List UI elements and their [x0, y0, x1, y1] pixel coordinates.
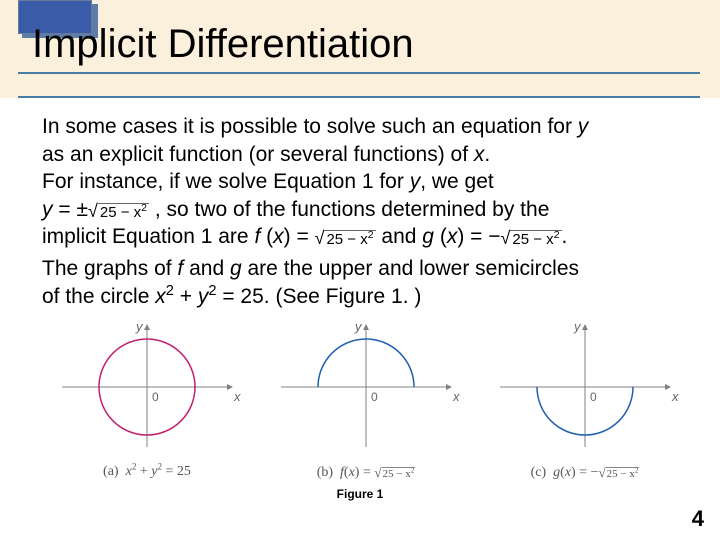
- text: +: [174, 285, 198, 308]
- fig-tag: (a): [103, 464, 119, 479]
- x-axis-label: x: [671, 389, 679, 404]
- slide-header: Implicit Differentiation: [0, 0, 720, 98]
- radicand-text: 25 − x: [383, 468, 411, 480]
- radicand-text: 25 − x: [512, 231, 553, 248]
- text: ) =: [284, 225, 315, 248]
- title-underline-bottom: [18, 96, 700, 98]
- body-text: In some cases it is possible to solve su…: [0, 98, 720, 309]
- var-y: y: [198, 285, 209, 308]
- radical-expr: √25 − x2: [374, 465, 415, 481]
- pm-sign: ±: [76, 198, 88, 221]
- radical-expr: √25 − x2: [501, 228, 562, 250]
- sup: 2: [141, 202, 147, 214]
- text: as an explicit function (or several func…: [42, 143, 474, 166]
- fig-tag: (b): [317, 465, 333, 480]
- figure-caption: (b) f(x) = √25 − x2: [271, 464, 461, 481]
- var-x: x: [155, 285, 166, 308]
- sup: 2: [166, 283, 174, 299]
- chart-full-circle: x y 0: [52, 317, 242, 457]
- figure-row: x y 0 (a) x2 + y2 = 25 x y 0 (b) f(x) = …: [0, 311, 720, 481]
- text: =: [53, 198, 77, 221]
- radical-expr: √25 − x2: [598, 465, 639, 481]
- radical-expr: √25 − x2: [88, 201, 149, 223]
- page-number: 4: [692, 506, 704, 532]
- figure-a: x y 0 (a) x2 + y2 = 25: [52, 317, 242, 481]
- sup: 2: [368, 229, 374, 241]
- x-axis-label: x: [233, 389, 241, 404]
- text: In some cases it is possible to solve su…: [42, 115, 578, 138]
- chart-upper-semicircle: x y 0: [271, 317, 461, 457]
- text: = 25. (See Figure 1. ): [217, 285, 422, 308]
- text: and: [183, 257, 230, 280]
- text: (: [434, 225, 447, 248]
- var-y: y: [410, 170, 421, 193]
- y-axis-label: y: [573, 319, 582, 334]
- origin-label: 0: [152, 390, 159, 404]
- text: .: [562, 225, 568, 248]
- text: (: [260, 225, 273, 248]
- text: implicit Equation 1 are: [42, 225, 254, 248]
- var-g: g: [422, 225, 434, 248]
- cap: = 25: [162, 464, 191, 479]
- text: of the circle: [42, 285, 155, 308]
- radicand-text: 25 − x: [607, 468, 635, 480]
- text: , we get: [420, 170, 494, 193]
- figure-caption: (a) x2 + y2 = 25: [52, 464, 242, 480]
- text: ) =: [457, 225, 488, 248]
- figure-c: x y 0 (c) g(x) = −√25 − x2: [490, 317, 680, 481]
- x-axis-label: x: [452, 389, 460, 404]
- radicand-text: 25 − x: [100, 204, 141, 221]
- sup: 2: [554, 229, 560, 241]
- cap: ) =: [355, 465, 375, 480]
- y-axis-label: y: [354, 319, 363, 334]
- radicand-text: 25 − x: [326, 231, 367, 248]
- cap: ) = −: [571, 465, 598, 480]
- fig-tag: (c): [531, 465, 547, 480]
- text: , so two of the functions determined by …: [149, 198, 549, 221]
- y-axis-label: y: [135, 319, 144, 334]
- figure-b: x y 0 (b) f(x) = √25 − x2: [271, 317, 461, 481]
- title-underline-top: [18, 72, 700, 74]
- var-y: y: [578, 115, 589, 138]
- minus: −: [488, 225, 500, 248]
- origin-label: 0: [371, 390, 378, 404]
- var-x: x: [273, 225, 284, 248]
- text: The graphs of: [42, 257, 177, 280]
- var-g: g: [230, 257, 242, 280]
- chart-lower-semicircle: x y 0: [490, 317, 680, 457]
- text: .: [484, 143, 490, 166]
- cap: +: [136, 464, 151, 479]
- radical-expr: √25 − x2: [315, 228, 376, 250]
- sup: 2: [635, 467, 639, 475]
- sup: 2: [411, 467, 415, 475]
- var-y: y: [42, 198, 53, 221]
- text: are the upper and lower semicircles: [242, 257, 579, 280]
- text: and: [376, 225, 423, 248]
- var-x: x: [474, 143, 485, 166]
- origin-label: 0: [590, 390, 597, 404]
- page-title: Implicit Differentiation: [32, 22, 414, 67]
- sup: 2: [208, 283, 216, 299]
- figure-caption: (c) g(x) = −√25 − x2: [490, 464, 680, 481]
- text: For instance, if we solve Equation 1 for: [42, 170, 410, 193]
- figure-label: Figure 1: [0, 487, 720, 501]
- var-x: x: [447, 225, 458, 248]
